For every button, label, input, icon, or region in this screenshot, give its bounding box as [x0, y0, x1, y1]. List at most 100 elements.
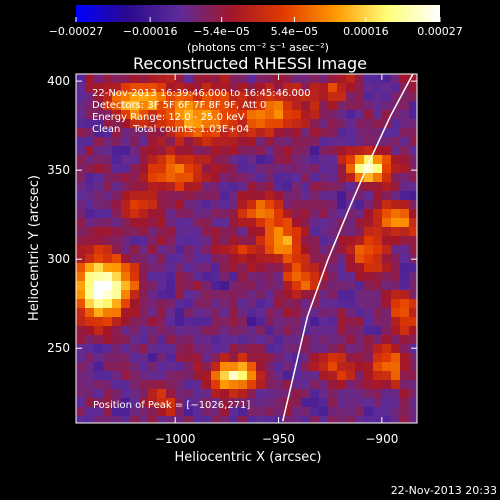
heatmap-cell: [121, 146, 131, 156]
heatmap-cell: [373, 299, 383, 309]
heatmap-cell: [391, 254, 401, 264]
heatmap-cell: [247, 299, 257, 309]
heatmap-cell: [373, 272, 383, 282]
colorbar-tick-label: 0.00016: [343, 25, 389, 38]
heatmap-cell: [310, 218, 320, 228]
heatmap-cell: [328, 344, 338, 354]
heatmap-cell: [328, 83, 338, 93]
heatmap-cell: [211, 299, 221, 309]
heatmap-cell: [112, 371, 122, 381]
heatmap-cell: [301, 128, 311, 138]
x-tick-label: −1000: [155, 432, 196, 446]
colorbar: −0.00027 −0.00016 −5.4e−05 5.4e−05 0.00016 0.…: [49, 5, 463, 54]
heatmap-cell: [157, 416, 167, 423]
heatmap-cell: [373, 236, 383, 246]
heatmap-cell: [220, 209, 230, 219]
heatmap-cell: [193, 74, 203, 84]
heatmap-cell: [76, 155, 86, 165]
colorbar-tick-label: −0.00027: [49, 25, 104, 38]
heatmap-cell: [301, 236, 311, 246]
heatmap-cell: [103, 209, 113, 219]
heatmap-cell: [220, 119, 230, 129]
heatmap-cell: [211, 326, 221, 336]
heatmap-cell: [391, 335, 401, 345]
heatmap-cell: [148, 380, 158, 390]
heatmap-cell: [202, 218, 212, 228]
heatmap-cell: [364, 236, 374, 246]
heatmap-cell: [391, 281, 401, 291]
heatmap-cell: [355, 209, 365, 219]
heatmap-cell: [211, 227, 221, 237]
heatmap-cell: [193, 137, 203, 147]
heatmap-cell: [184, 353, 194, 363]
heatmap-cell: [166, 254, 176, 264]
heatmap-cell: [391, 299, 401, 309]
heatmap-cell: [274, 371, 284, 381]
heatmap-cell: [139, 191, 149, 201]
heatmap-cell: [400, 290, 410, 300]
heatmap-cell: [103, 308, 113, 318]
heatmap-cell: [409, 119, 417, 129]
heatmap-cell: [94, 227, 104, 237]
heatmap-cell: [175, 254, 185, 264]
heatmap-cell: [121, 299, 131, 309]
heatmap-cell: [220, 245, 230, 255]
heatmap-cell: [130, 74, 140, 84]
heatmap-cell: [301, 407, 311, 417]
heatmap-cell: [283, 353, 293, 363]
heatmap-cell: [301, 218, 311, 228]
heatmap-cell: [346, 227, 356, 237]
heatmap-cell: [238, 344, 248, 354]
heatmap-cell: [373, 326, 383, 336]
heatmap-cell: [364, 281, 374, 291]
heatmap-cell: [355, 407, 365, 417]
heatmap-cell: [94, 173, 104, 183]
heatmap-cell: [166, 371, 176, 381]
heatmap-cell: [337, 236, 347, 246]
heatmap-cell: [265, 92, 275, 102]
heatmap-cell: [130, 200, 140, 210]
heatmap-cell: [112, 254, 122, 264]
heatmap-cell: [157, 236, 167, 246]
heatmap-cell: [175, 353, 185, 363]
heatmap-cell: [400, 389, 410, 399]
heatmap-cell: [373, 317, 383, 327]
heatmap-cell: [337, 416, 347, 423]
heatmap-cell: [121, 281, 131, 291]
heatmap-cell: [211, 362, 221, 372]
heatmap-cell: [409, 182, 417, 192]
heatmap-cell: [409, 335, 417, 345]
heatmap-cell: [265, 290, 275, 300]
heatmap-cell: [85, 308, 95, 318]
heatmap-cell: [337, 335, 347, 345]
heatmap-cell: [319, 407, 329, 417]
heatmap-cell: [148, 164, 158, 174]
heatmap-cell: [76, 263, 86, 273]
heatmap-cell: [310, 263, 320, 273]
heatmap-cell: [364, 137, 374, 147]
heatmap-cell: [193, 290, 203, 300]
heatmap-cell: [382, 317, 392, 327]
heatmap-cell: [103, 200, 113, 210]
heatmap-cell: [85, 155, 95, 165]
heatmap-cell: [373, 407, 383, 417]
heatmap-cell: [85, 236, 95, 246]
heatmap-cell: [130, 416, 140, 423]
heatmap-cell: [364, 128, 374, 138]
heatmap-cell: [373, 164, 383, 174]
heatmap-cell: [112, 245, 122, 255]
heatmap-cell: [139, 263, 149, 273]
heatmap-cell: [265, 245, 275, 255]
heatmap-cell: [94, 326, 104, 336]
heatmap-cell: [391, 173, 401, 183]
heatmap-cell: [328, 317, 338, 327]
heatmap-cell: [373, 227, 383, 237]
heatmap-cell: [220, 128, 230, 138]
heatmap-cell: [310, 200, 320, 210]
heatmap-cell: [292, 146, 302, 156]
heatmap-cell: [274, 362, 284, 372]
heatmap-cell: [256, 362, 266, 372]
heatmap-cell: [310, 272, 320, 282]
heatmap-cell: [220, 191, 230, 201]
heatmap-cell: [166, 200, 176, 210]
